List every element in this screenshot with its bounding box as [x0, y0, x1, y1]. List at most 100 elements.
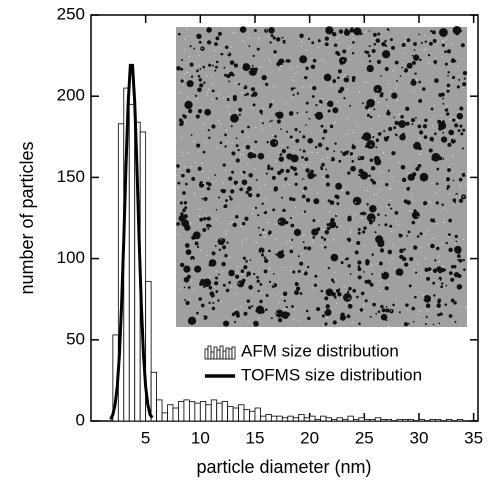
inset-dot: [435, 246, 440, 251]
inset-dot: [220, 52, 223, 56]
inset-speckle: [322, 324, 324, 326]
histogram-bar: [287, 415, 294, 422]
inset-dot: [410, 118, 416, 123]
inset-speckle: [301, 253, 303, 255]
inset-dot: [366, 203, 369, 206]
inset-dot: [228, 195, 232, 198]
inset-dot: [356, 240, 361, 246]
inset-speckle: [244, 237, 246, 239]
inset-speckle: [258, 317, 260, 319]
inset-speckle: [431, 217, 433, 219]
inset-speckle: [317, 46, 319, 49]
inset-speckle: [268, 252, 270, 255]
inset-dot: [445, 177, 451, 182]
inset-speckle: [462, 238, 464, 241]
inset-speckle: [211, 76, 213, 78]
inset-dot: [320, 124, 324, 128]
inset-speckle: [371, 218, 374, 221]
inset-speckle: [282, 308, 284, 310]
inset-dot: [383, 130, 386, 133]
inset-speckle: [438, 279, 440, 281]
inset-dot: [357, 231, 361, 235]
inset-dot: [204, 108, 212, 116]
inset-dot: [447, 74, 449, 77]
histogram-bar: [183, 399, 190, 422]
inset-dot: [259, 109, 263, 114]
inset-dot: [324, 308, 332, 317]
inset-dot: [358, 322, 361, 326]
inset-speckle: [391, 175, 393, 178]
legend-icon: [216, 349, 221, 360]
inset-dot: [222, 320, 230, 327]
inset-speckle: [464, 183, 466, 185]
inset-speckle: [234, 314, 236, 316]
inset-dot: [232, 94, 238, 100]
inset-speckle: [407, 309, 409, 311]
inset-dot: [257, 214, 260, 217]
inset-dot: [231, 312, 236, 317]
inset-speckle: [228, 256, 231, 258]
inset-dot: [252, 103, 256, 107]
inset-dot: [314, 113, 316, 116]
inset-speckle: [260, 251, 262, 254]
inset-speckle: [243, 85, 245, 88]
inset-speckle: [417, 163, 420, 165]
inset-dot: [357, 267, 362, 272]
inset-speckle: [449, 118, 451, 121]
inset-speckle: [440, 114, 443, 117]
inset-dot: [224, 73, 227, 77]
inset-speckle: [417, 216, 419, 218]
inset-dot: [312, 219, 316, 222]
inset-dot: [239, 187, 243, 192]
inset-dot: [248, 173, 253, 178]
inset-dot: [296, 92, 300, 95]
inset-dot: [343, 293, 352, 302]
inset-dot: [320, 236, 324, 239]
inset-speckle: [375, 95, 377, 97]
inset-dot: [232, 222, 237, 228]
inset-dot: [199, 83, 204, 88]
inset-dot: [361, 102, 364, 105]
inset-speckle: [251, 212, 254, 214]
inset-dot: [451, 75, 456, 80]
inset-speckle: [336, 37, 338, 40]
inset-dot: [387, 249, 393, 255]
inset-dot: [411, 220, 416, 225]
inset-dot: [308, 176, 312, 180]
inset-dot: [277, 217, 287, 226]
inset-speckle: [450, 29, 452, 31]
inset-dot: [237, 83, 241, 86]
inset-dot: [400, 255, 404, 259]
inset-speckle: [334, 278, 336, 280]
inset-speckle: [268, 58, 270, 61]
inset-speckle: [362, 310, 364, 313]
inset-dot: [308, 117, 311, 120]
inset-dot: [362, 230, 366, 234]
inset-dot: [460, 132, 464, 136]
inset-speckle: [356, 125, 358, 127]
inset-speckle: [292, 318, 295, 320]
inset-speckle: [295, 72, 297, 74]
inset-dot: [235, 158, 240, 163]
inset-speckle: [331, 206, 333, 208]
inset-dot: [292, 270, 296, 274]
inset-dot: [442, 158, 445, 160]
inset-dot: [430, 217, 435, 223]
inset-dot: [424, 267, 429, 272]
histogram-bar: [243, 409, 250, 422]
inset-dot: [456, 254, 461, 259]
inset-dot: [248, 192, 253, 198]
inset-dot: [214, 276, 218, 280]
inset-dot: [431, 30, 436, 35]
inset-dot: [348, 286, 352, 291]
inset-speckle: [427, 243, 429, 246]
inset-dot: [312, 236, 316, 239]
inset-speckle: [237, 183, 239, 185]
inset-dot: [235, 215, 239, 219]
inset-dot: [401, 177, 407, 183]
inset-speckle: [413, 142, 415, 144]
inset-dot: [321, 314, 325, 318]
inset-dot: [243, 311, 248, 316]
inset-dot: [299, 292, 303, 295]
inset-dot: [185, 249, 192, 256]
